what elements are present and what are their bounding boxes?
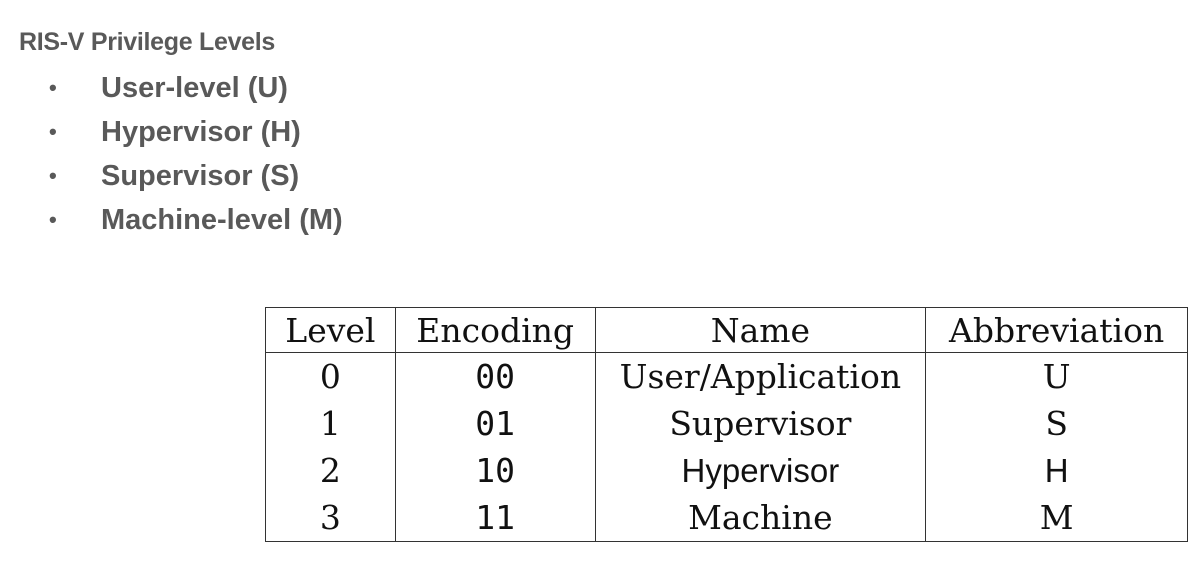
level-cell: 2 bbox=[265, 447, 396, 494]
list-item-label: Supervisor (S) bbox=[101, 160, 300, 192]
column-header-level: Level bbox=[265, 307, 396, 353]
abbreviation-cell: H bbox=[925, 447, 1188, 494]
name-cell: User/Application bbox=[594, 352, 927, 400]
abbreviation-cell: S bbox=[925, 400, 1188, 447]
page-title: RIS-V Privilege Levels bbox=[19, 28, 276, 56]
table-row: 3 11 Machine M bbox=[265, 494, 1188, 542]
name-cell: Supervisor bbox=[594, 400, 927, 447]
abbreviation-cell: U bbox=[925, 352, 1188, 400]
list-item-label: Machine-level (M) bbox=[101, 204, 343, 236]
privilege-table: Level Encoding Name Abbreviation 0 00 Us… bbox=[265, 307, 1188, 542]
table-header-row: Level Encoding Name Abbreviation bbox=[265, 307, 1188, 353]
bullet-icon: • bbox=[49, 207, 57, 232]
encoding-cell: 10 bbox=[394, 447, 596, 494]
level-cell: 0 bbox=[265, 352, 396, 400]
table-row: 2 10 Hypervisor H bbox=[265, 447, 1188, 494]
bullet-icon: • bbox=[49, 163, 57, 188]
level-cell: 3 bbox=[265, 494, 396, 542]
level-cell: 1 bbox=[265, 400, 396, 447]
column-header-abbreviation: Abbreviation bbox=[925, 307, 1188, 353]
name-cell: Hypervisor bbox=[594, 447, 927, 494]
encoding-cell: 01 bbox=[394, 400, 596, 447]
list-item-label: Hypervisor (H) bbox=[101, 116, 301, 148]
column-header-encoding: Encoding bbox=[394, 307, 596, 353]
column-header-name: Name bbox=[594, 307, 927, 353]
name-cell: Machine bbox=[594, 494, 927, 542]
encoding-cell: 00 bbox=[394, 352, 596, 400]
encoding-cell: 11 bbox=[394, 494, 596, 542]
bullet-icon: • bbox=[49, 119, 57, 144]
table-row: 0 00 User/Application U bbox=[265, 352, 1188, 400]
table-row: 1 01 Supervisor S bbox=[265, 400, 1188, 447]
abbreviation-cell: M bbox=[925, 494, 1188, 542]
list-item-label: User-level (U) bbox=[101, 72, 288, 104]
bullet-icon: • bbox=[49, 75, 57, 100]
